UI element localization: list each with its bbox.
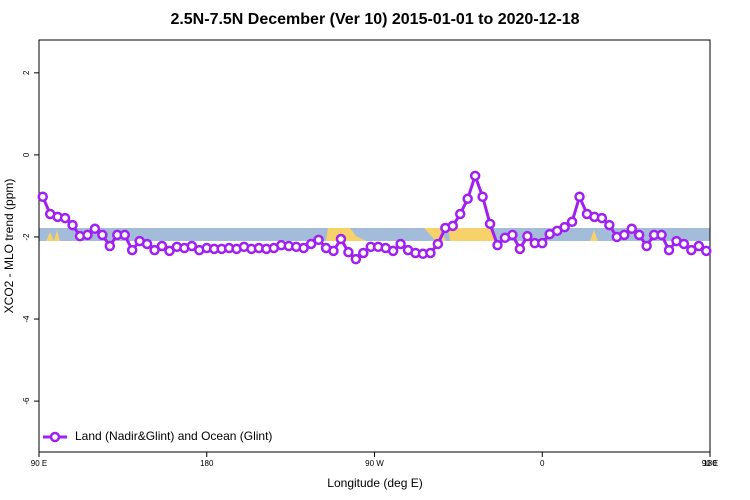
data-point xyxy=(305,238,317,250)
data-point xyxy=(604,219,615,231)
data-point xyxy=(425,247,436,259)
data-point xyxy=(492,239,503,251)
y-tick-label: -2 xyxy=(22,233,31,241)
data-point xyxy=(686,244,697,256)
data-point xyxy=(432,238,444,250)
data-point xyxy=(298,242,309,254)
data-point xyxy=(343,246,354,258)
data-point xyxy=(104,240,116,252)
data-point xyxy=(37,191,48,203)
data-point xyxy=(566,216,578,228)
chart-title: 2.5N-7.5N December (Ver 10) 2015-01-01 t… xyxy=(170,11,579,28)
data-point xyxy=(559,221,570,233)
data-point xyxy=(387,245,399,257)
legend-label: Land (Nadir&Glint) and Ocean (Glint) xyxy=(75,429,272,443)
data-point xyxy=(537,237,548,249)
data-point xyxy=(693,240,705,252)
data-point xyxy=(514,243,526,255)
data-point xyxy=(350,253,362,265)
data-point xyxy=(119,229,130,241)
data-point xyxy=(469,170,481,182)
ocean-band xyxy=(39,228,710,241)
y-tick-label: 0 xyxy=(22,152,31,157)
data-point xyxy=(156,240,168,252)
data-point xyxy=(67,219,78,231)
legend-marker xyxy=(49,431,61,443)
data-point xyxy=(663,244,675,256)
data-point xyxy=(462,193,473,205)
x-tick-label: 90 E xyxy=(31,459,47,468)
data-point xyxy=(59,212,71,224)
data-point xyxy=(82,229,93,241)
data-point xyxy=(454,208,466,220)
data-point xyxy=(633,229,645,241)
x-axis-label: Longitude (deg E) xyxy=(327,476,422,490)
data-point xyxy=(395,238,406,250)
data-point xyxy=(335,233,347,245)
data-point xyxy=(574,191,585,203)
data-point xyxy=(477,191,488,203)
y-tick-label: 2 xyxy=(22,70,31,75)
data-point xyxy=(641,240,652,252)
data-point xyxy=(678,238,690,250)
data-point xyxy=(447,220,459,232)
data-point xyxy=(656,229,667,241)
y-tick-label: -4 xyxy=(22,315,31,323)
data-point xyxy=(164,245,175,257)
data-point xyxy=(484,218,496,230)
data-point xyxy=(89,223,101,235)
y-tick-label: -6 xyxy=(22,397,31,405)
data-point xyxy=(313,234,324,246)
data-point xyxy=(596,212,608,224)
x-tick-label: 0 xyxy=(540,459,545,468)
data-point xyxy=(328,245,339,257)
data-point xyxy=(701,245,712,257)
data-point xyxy=(619,229,630,241)
data-point xyxy=(626,223,637,235)
data-point xyxy=(126,244,138,256)
data-point xyxy=(358,247,369,259)
x-tick-label: 90 E xyxy=(702,459,718,468)
x-tick-label: 180 xyxy=(200,459,214,468)
x-tick-label: 180 xyxy=(703,459,717,468)
data-point xyxy=(141,238,153,250)
data-point xyxy=(149,244,160,256)
data-point xyxy=(522,230,533,242)
data-point xyxy=(186,240,198,252)
data-point xyxy=(97,229,108,241)
y-axis-label: XCO2 - MLO trend (ppm) xyxy=(2,179,16,314)
x-tick-label: 90 W xyxy=(365,459,384,468)
data-point xyxy=(507,229,518,241)
